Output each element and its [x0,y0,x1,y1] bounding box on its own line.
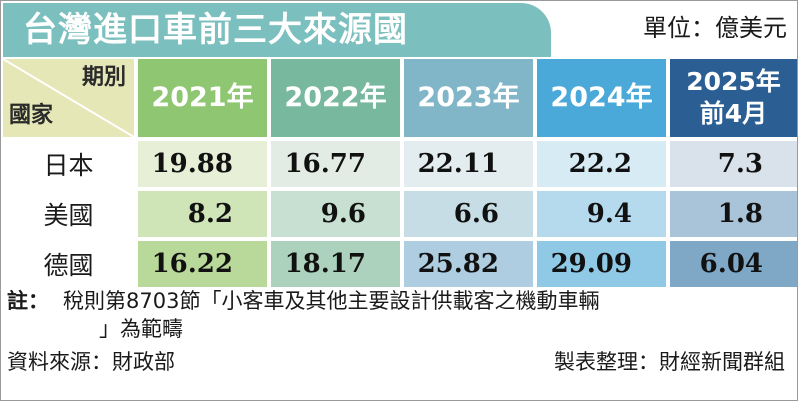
row-label: 德國 [3,241,134,287]
table-cell: 6.04 [670,241,797,287]
corner-country-label: 國家 [9,103,54,128]
row-label: 美國 [3,191,134,237]
table-cell: 9.4 [537,191,666,237]
note-text-1: 稅則第8703節「小客車及其他主要設計供載客之機動車輛 [63,289,600,313]
table-cell: 22.11 [404,141,533,187]
table-cell: 6.6 [404,191,533,237]
row-label: 日本 [3,141,134,187]
column-header: 2025年 前4月 [670,59,797,137]
table-cell: 16.77 [271,141,400,187]
table-cell: 9.6 [271,191,400,237]
corner-diagonal-line [3,59,134,137]
table-cell: 8.2 [138,191,267,237]
table-corner-header: 期別 國家 [3,59,134,137]
corner-period-label: 期別 [81,65,126,90]
chart-title: 台灣進口車前三大來源國 [23,10,408,50]
table-cell: 22.2 [537,141,666,187]
column-header: 2024年 [537,59,666,137]
table-cell: 1.8 [670,191,797,237]
table-cell: 16.22 [138,241,267,287]
unit-label: 單位：億美元 [643,14,787,42]
table-cell: 18.17 [271,241,400,287]
column-header: 2021年 [138,59,267,137]
source-label: 資料來源：財政部 [7,350,175,374]
credit-label: 製表整理：財經新聞群組 [554,350,785,374]
title-banner: 台灣進口車前三大來源國 [3,3,551,57]
table-cell: 29.09 [537,241,666,287]
note-line-2: 」為範疇 [99,317,183,341]
table-cell: 7.3 [670,141,797,187]
table-cell: 25.82 [404,241,533,287]
table-cell: 19.88 [138,141,267,187]
note-line-1: 註： 稅則第8703節「小客車及其他主要設計供載客之機動車輛 [7,288,599,314]
column-header: 2022年 [271,59,400,137]
column-header: 2023年 [404,59,533,137]
note-prefix: 註： [7,289,49,313]
